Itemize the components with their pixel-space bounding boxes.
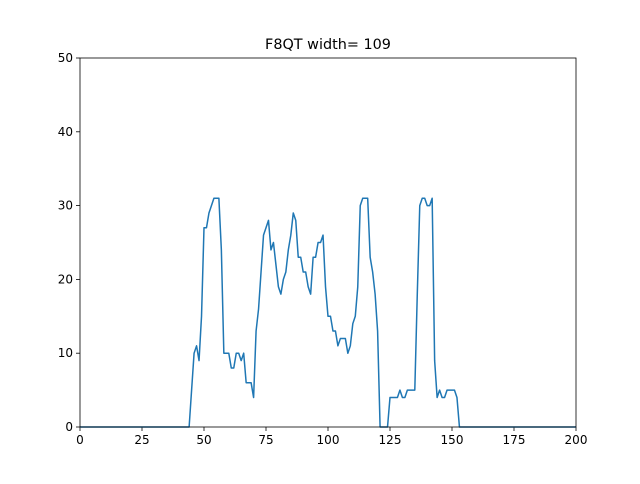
y-tick-label: 50 — [58, 51, 73, 65]
y-tick-label: 20 — [58, 272, 73, 286]
x-tick-label: 0 — [76, 433, 84, 447]
y-tick-label: 10 — [58, 346, 73, 360]
y-tick-label: 0 — [65, 420, 73, 434]
x-tick-label: 175 — [503, 433, 526, 447]
x-tick-label: 125 — [379, 433, 402, 447]
x-tick-label: 150 — [441, 433, 464, 447]
chart-title: F8QT width= 109 — [265, 37, 391, 53]
y-tick-label: 40 — [58, 125, 73, 139]
x-tick-label: 100 — [317, 433, 340, 447]
x-tick-label: 25 — [134, 433, 149, 447]
data-line — [80, 197, 576, 428]
y-tick-label: 30 — [58, 199, 73, 213]
plot-frame — [79, 57, 577, 428]
x-tick-label: 50 — [196, 433, 211, 447]
x-tick-label: 200 — [565, 433, 588, 447]
x-tick-label: 75 — [258, 433, 273, 447]
